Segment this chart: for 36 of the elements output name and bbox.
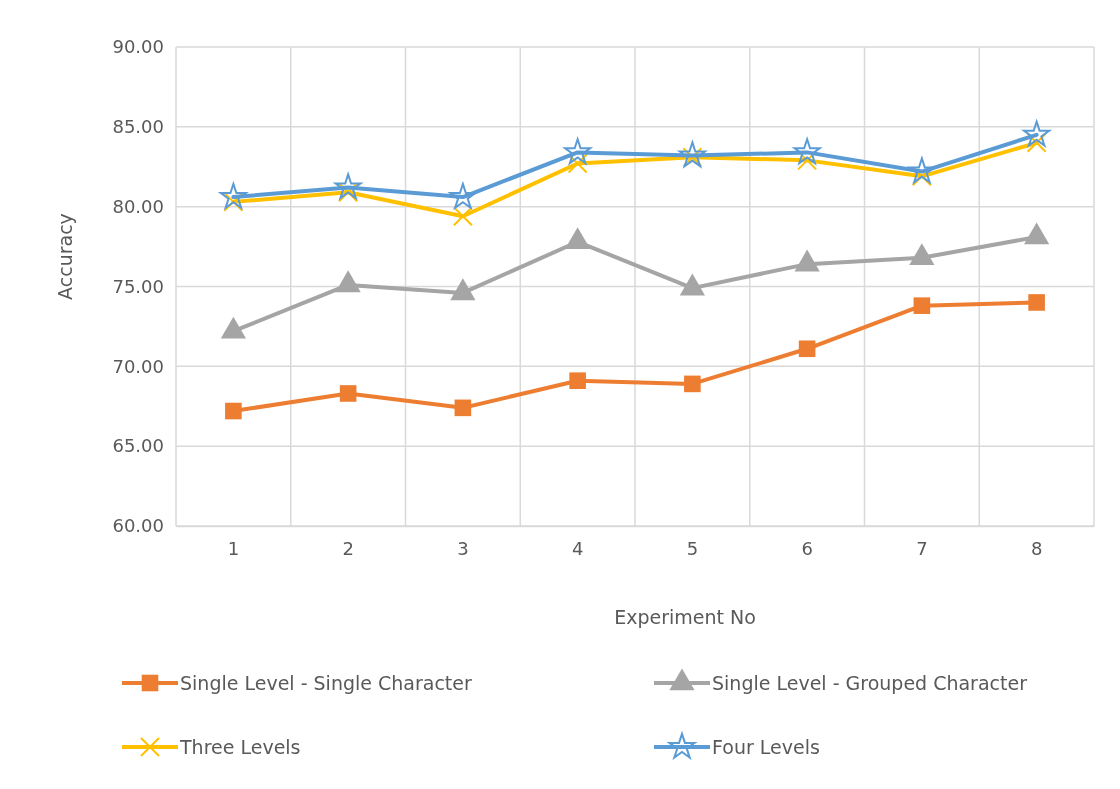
y-tick-label: 75.00 <box>112 275 164 297</box>
point <box>452 206 473 227</box>
y-tick-label: 60.00 <box>112 515 164 537</box>
point <box>449 182 477 209</box>
point <box>569 372 586 389</box>
x-tick-label: 3 <box>457 537 469 559</box>
point <box>913 297 931 314</box>
point <box>225 402 242 420</box>
point <box>684 375 701 393</box>
point <box>339 385 357 402</box>
y-tick-label: 80.00 <box>112 195 164 217</box>
y-axis-title: Accuracy <box>54 213 76 300</box>
legend-label: Single Level - Single Character <box>180 672 472 694</box>
y-tick-label: 85.00 <box>112 116 164 138</box>
y-tick-label: 70.00 <box>112 355 164 377</box>
x-tick-label: 5 <box>686 537 699 559</box>
point <box>567 153 588 174</box>
legend-label: Four Levels <box>712 736 820 758</box>
x-tick-label: 2 <box>342 537 354 559</box>
legend-label: Single Level - Grouped Character <box>712 672 1028 694</box>
point <box>678 141 706 168</box>
y-tick-label: 65.00 <box>112 435 164 457</box>
point <box>219 182 247 209</box>
point <box>564 138 592 165</box>
legend-label: Three Levels <box>179 736 301 758</box>
point <box>798 340 816 358</box>
x-axis-title: Experiment No <box>614 606 756 628</box>
point <box>454 399 472 417</box>
y-tick-label: 90.00 <box>112 36 164 58</box>
x-tick-label: 8 <box>1030 537 1043 559</box>
x-tick-label: 1 <box>227 537 240 559</box>
point <box>1028 294 1045 311</box>
x-tick-label: 7 <box>916 537 928 559</box>
x-tick-label: 4 <box>571 537 584 559</box>
x-tick-label: 6 <box>801 537 813 559</box>
point <box>908 157 936 184</box>
